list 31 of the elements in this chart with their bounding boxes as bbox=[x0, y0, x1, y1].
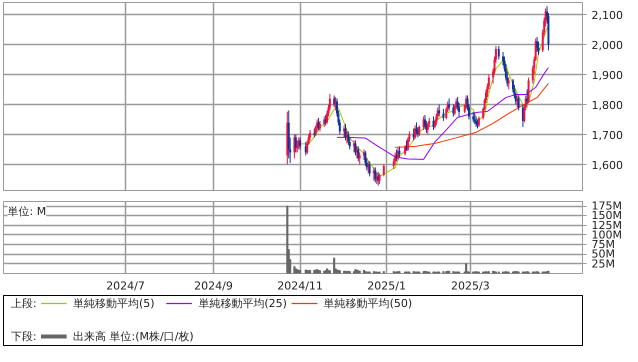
y-tick-label: 2,100 bbox=[592, 8, 623, 22]
candlestick bbox=[518, 94, 520, 111]
x-tick-label: 2024/7 bbox=[106, 280, 145, 292]
candlestick bbox=[442, 108, 444, 122]
legend-label: 単純移動平均(50) bbox=[324, 297, 412, 310]
candlestick bbox=[498, 45, 500, 60]
legend-label: 単純移動平均(5) bbox=[73, 297, 155, 310]
y-tick-label: 1,800 bbox=[592, 98, 623, 112]
annotation: 単位: M bbox=[8, 205, 46, 218]
legend-title: 上段: bbox=[10, 297, 37, 310]
legend-label: 単純移動平均(25) bbox=[198, 297, 287, 310]
candlestick bbox=[378, 172, 381, 184]
candlestick bbox=[299, 136, 302, 150]
legend-label: 出来高 単位:(M株/口/枚) bbox=[73, 330, 194, 343]
x-tick-label: 2024/9 bbox=[194, 280, 233, 292]
x-tick-label: 2024/11 bbox=[277, 280, 323, 292]
candlestick bbox=[309, 129, 312, 141]
y-tick-label: 1,600 bbox=[592, 158, 623, 172]
candlestick bbox=[397, 147, 400, 160]
line-series bbox=[394, 82, 549, 148]
candlestick bbox=[382, 164, 385, 177]
y-tick-label: 1,900 bbox=[592, 68, 623, 82]
y-tick-label: 1,700 bbox=[592, 128, 623, 142]
line-series bbox=[336, 67, 549, 160]
y-tick-label: 25M bbox=[592, 257, 615, 270]
candlestick bbox=[448, 98, 450, 111]
x-tick-label: 2025/3 bbox=[451, 280, 490, 292]
legend-title: 下段: bbox=[10, 330, 37, 343]
x-tick-label: 2025/1 bbox=[367, 280, 406, 292]
y-tick-label: 2,000 bbox=[592, 38, 623, 52]
candlestick bbox=[368, 160, 371, 177]
